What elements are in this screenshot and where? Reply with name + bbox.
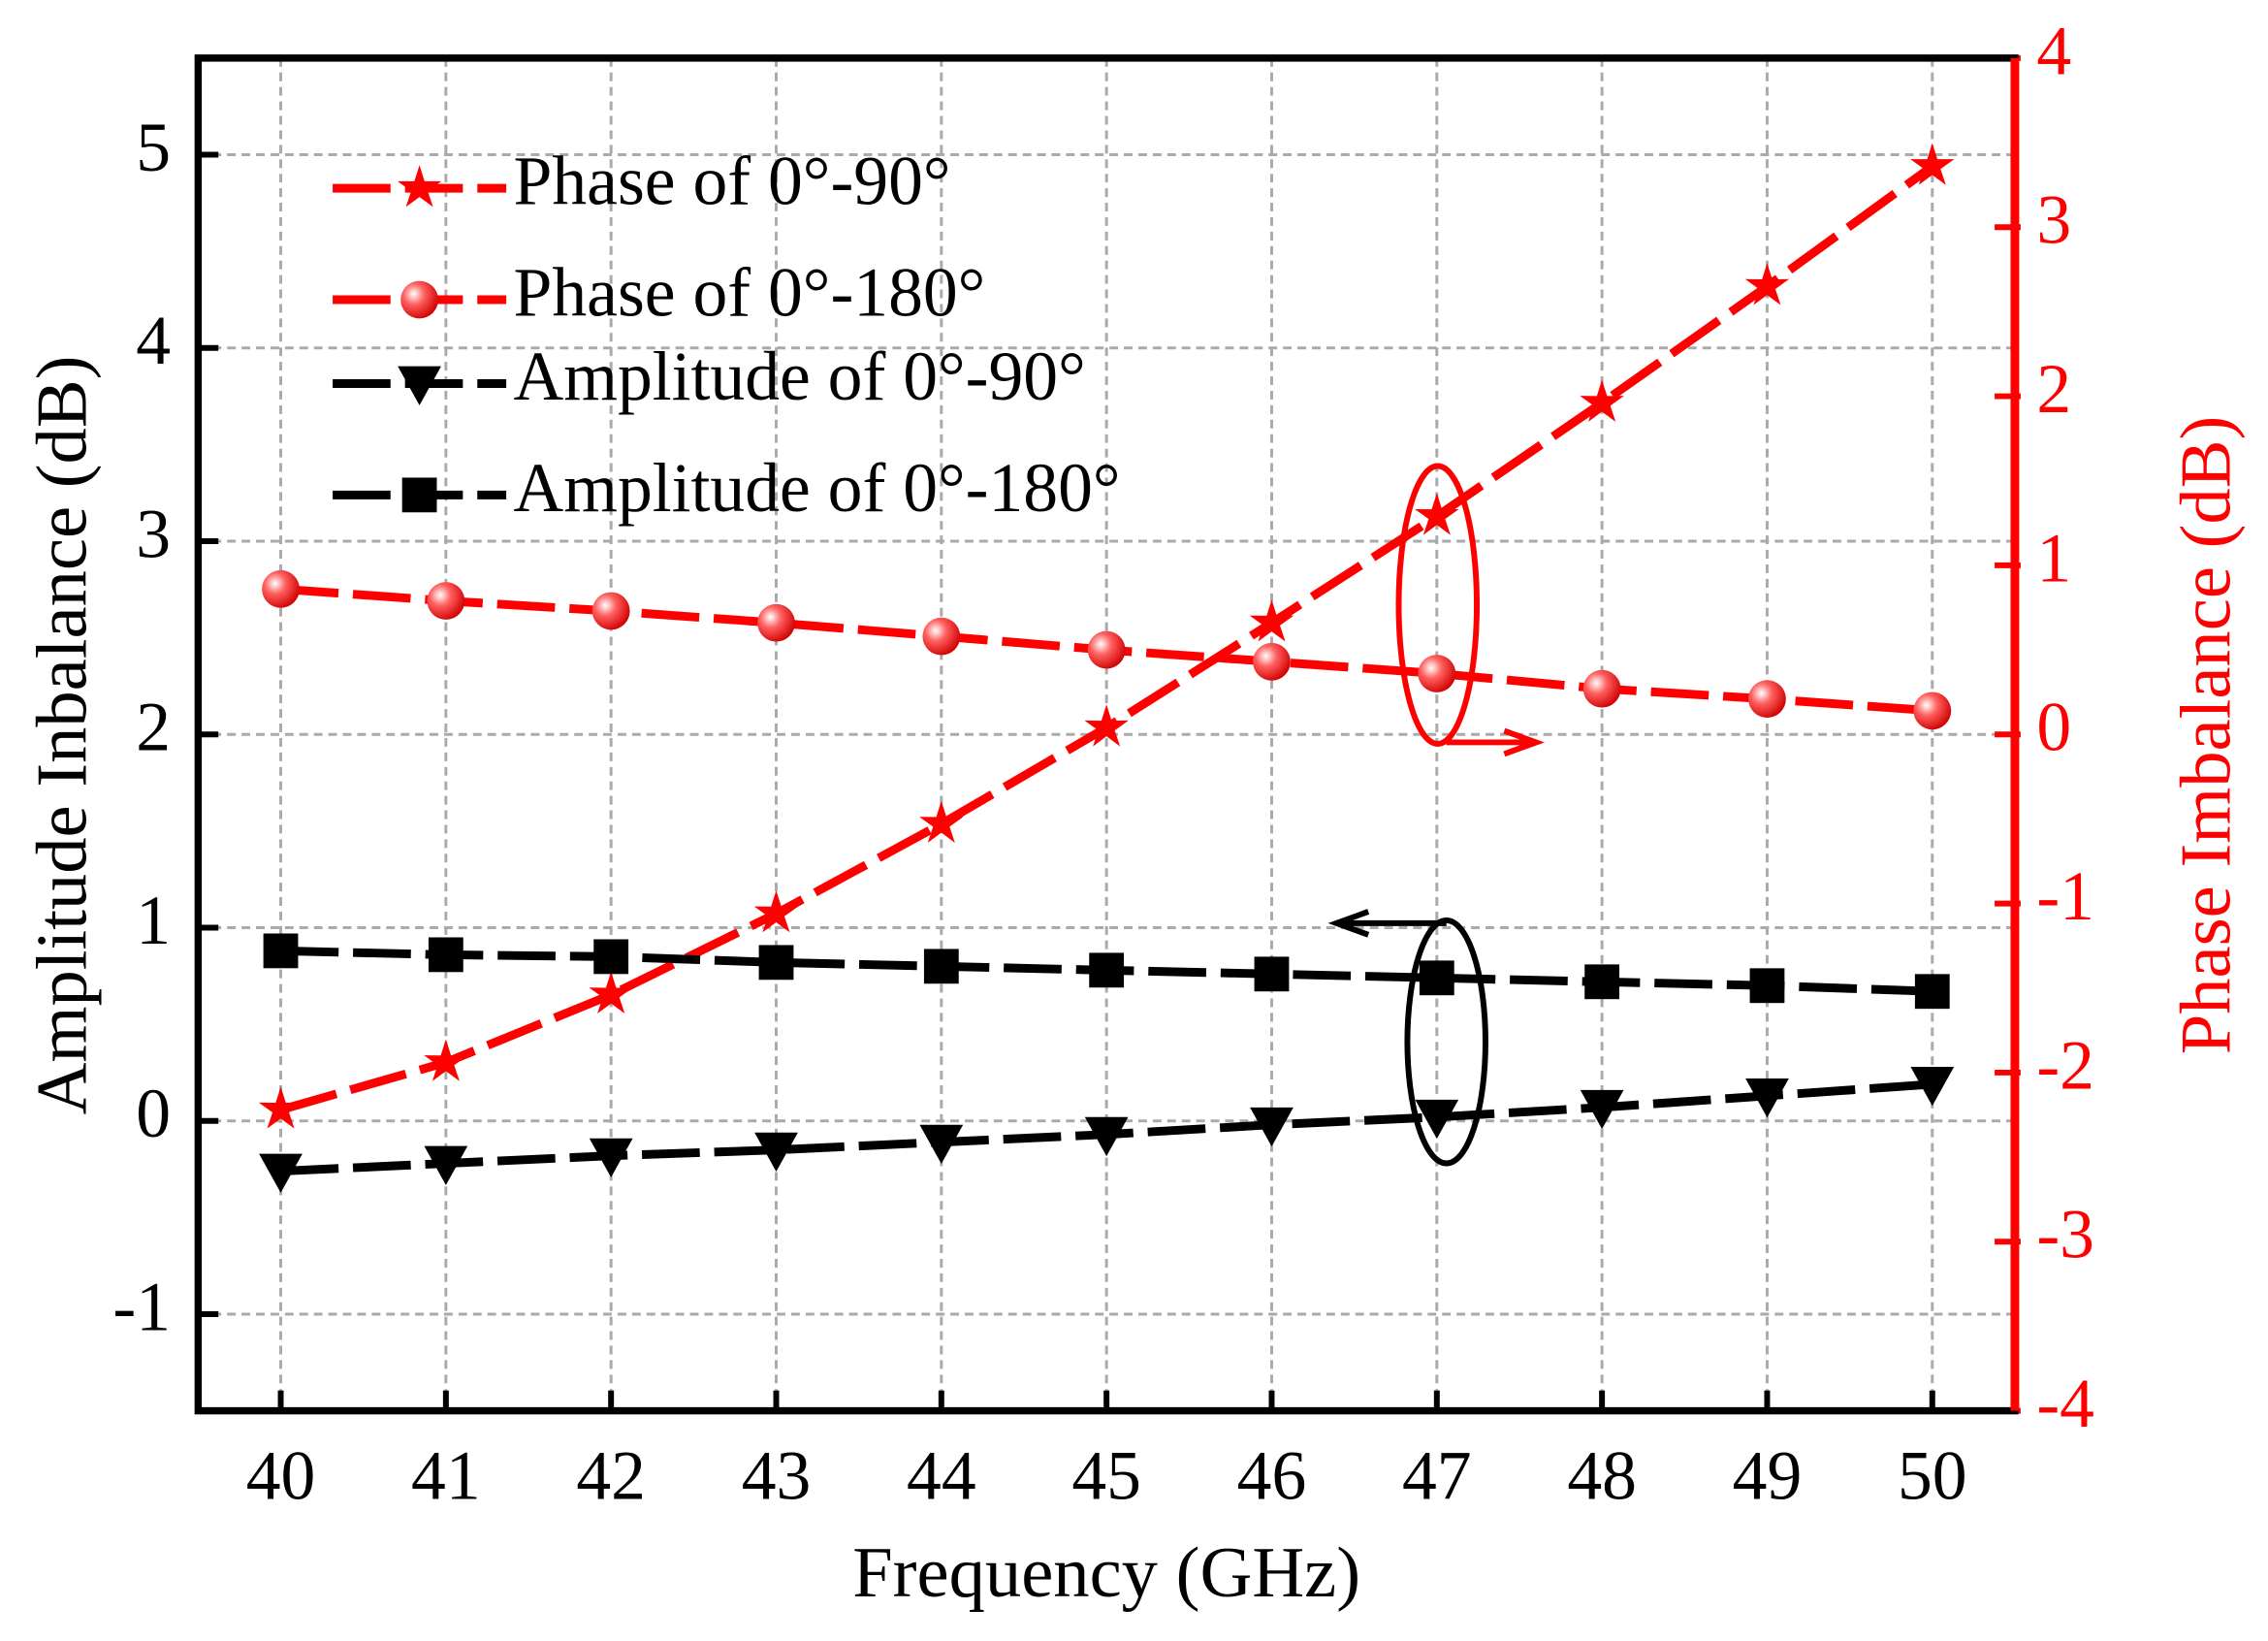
x-tick-label: 41 — [411, 1438, 481, 1515]
marker-triangle — [754, 1132, 798, 1173]
x-tick-label: 45 — [1071, 1438, 1141, 1515]
marker-circle — [1582, 669, 1621, 708]
y-tick-label: 4 — [136, 303, 171, 379]
y-tick-label: -1 — [112, 1269, 171, 1345]
y2-tick-label: 3 — [2036, 182, 2071, 259]
marker-circle — [262, 569, 300, 608]
marker-circle — [1418, 655, 1456, 692]
marker-star — [1744, 263, 1790, 306]
marker-square — [593, 939, 629, 975]
marker-star — [753, 890, 799, 933]
y-axis-title: Amplitude Inbalance (dB) — [23, 356, 103, 1115]
marker-star — [424, 1039, 468, 1081]
marker-square — [923, 949, 959, 984]
annotation-ellipse — [1404, 917, 1488, 1167]
y2-tick-label: -4 — [2036, 1366, 2094, 1442]
marker-triangle — [398, 366, 441, 405]
marker-square — [428, 937, 463, 973]
marker-triangle — [1250, 1107, 1294, 1147]
y2-tick-label: 2 — [2036, 351, 2071, 428]
legend-label: Phase of 0°-180° — [514, 254, 986, 331]
marker-star — [589, 971, 633, 1014]
annotation-ellipse — [1395, 463, 1481, 747]
marker-triangle — [1745, 1078, 1789, 1118]
legend-label: Amplitude of 0°-180° — [514, 450, 1121, 527]
marker-square — [1254, 956, 1290, 992]
annotation-arrow — [1327, 909, 1447, 938]
plot-content — [258, 143, 1955, 1193]
y-tick-label: 3 — [136, 496, 171, 572]
marker-circle — [922, 617, 961, 656]
marker-circle — [757, 603, 795, 642]
legend-label: Amplitude of 0°-90° — [514, 338, 1086, 415]
marker-circle — [591, 592, 630, 630]
marker-square — [1914, 974, 1950, 1010]
marker-square — [1584, 964, 1620, 1000]
y2-tick-label: 4 — [2036, 13, 2071, 89]
marker-circle — [1253, 642, 1291, 681]
marker-square — [1749, 968, 1785, 1004]
marker-square — [1419, 960, 1454, 996]
y2-tick-label: -3 — [2036, 1197, 2094, 1273]
marker-triangle — [424, 1145, 468, 1185]
y2-tick-label: -1 — [2036, 858, 2094, 935]
x-tick-label: 46 — [1237, 1438, 1307, 1515]
marker-circle — [1913, 692, 1952, 730]
marker-star — [1249, 599, 1294, 642]
y2-tick-label: -2 — [2036, 1027, 2094, 1104]
x-tick-label: 47 — [1402, 1438, 1472, 1515]
y2-axis-title: Phase Imbalance (dB) — [2166, 416, 2246, 1055]
x-axis-title: Frequency (GHz) — [852, 1533, 1360, 1613]
x-tick-label: 40 — [246, 1438, 316, 1515]
marker-star — [1415, 493, 1459, 535]
marker-star — [1580, 379, 1624, 422]
marker-triangle — [1910, 1066, 1955, 1107]
marker-star — [397, 165, 442, 208]
x-tick-label: 48 — [1567, 1438, 1637, 1515]
x-tick-label: 43 — [742, 1438, 812, 1515]
marker-star — [258, 1086, 303, 1129]
marker-triangle — [919, 1124, 964, 1165]
legend-label: Phase of 0°-90° — [514, 144, 951, 220]
marker-square — [758, 945, 794, 981]
marker-triangle — [259, 1153, 303, 1193]
y-tick-label: 5 — [136, 110, 171, 186]
marker-square — [263, 933, 299, 969]
marker-square — [401, 477, 437, 513]
marker-star — [1910, 143, 1955, 185]
x-tick-label: 44 — [907, 1438, 976, 1515]
x-tick-label: 50 — [1898, 1438, 1967, 1515]
marker-circle — [1748, 680, 1786, 719]
marker-triangle — [1415, 1099, 1459, 1140]
marker-square — [1089, 952, 1125, 988]
y2-tick-label: 0 — [2036, 690, 2071, 766]
marker-circle — [400, 280, 438, 319]
y-tick-label: 0 — [136, 1076, 171, 1152]
annotation-arrow — [1446, 727, 1545, 757]
marker-circle — [427, 582, 465, 620]
marker-triangle — [1580, 1089, 1624, 1130]
x-tick-label: 42 — [576, 1438, 646, 1515]
y-tick-label: 1 — [136, 883, 171, 959]
marker-star — [919, 800, 964, 843]
marker-circle — [1087, 630, 1126, 669]
x-tick-label: 49 — [1733, 1438, 1803, 1515]
y2-tick-label: 1 — [2036, 520, 2071, 596]
marker-triangle — [589, 1138, 633, 1177]
marker-star — [1084, 704, 1129, 747]
marker-triangle — [1084, 1116, 1129, 1157]
y-tick-label: 2 — [136, 690, 171, 766]
